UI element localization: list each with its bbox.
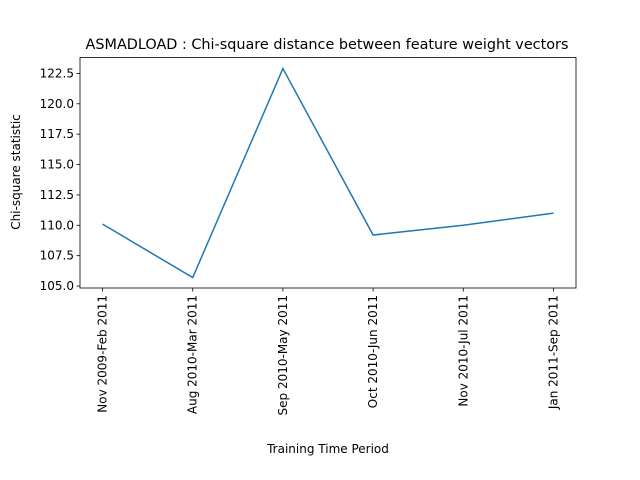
y-tick-label: 105.0 — [40, 279, 74, 293]
chart-title: ASMADLOAD : Chi-square distance between … — [86, 37, 569, 53]
x-tick-label: Jan 2011-Sep 2011 — [546, 295, 560, 410]
y-tick-label: 120.0 — [40, 97, 74, 111]
x-tick-label: Nov 2009-Feb 2011 — [96, 295, 110, 413]
x-tick-label: Aug 2010-Mar 2011 — [186, 295, 200, 414]
line-series — [102, 66, 554, 279]
y-axis-label: Chi-square statistic — [9, 114, 23, 230]
plot-frame — [79, 57, 577, 289]
x-tick-label: Oct 2010-Jun 2011 — [366, 295, 380, 408]
x-tick-label: Sep 2010-May 2011 — [276, 295, 290, 415]
y-tick-label: 110.0 — [40, 218, 74, 232]
y-tick-label: 115.0 — [40, 158, 74, 172]
y-tick-label: 122.5 — [40, 66, 74, 80]
x-tick-label: Nov 2010-Jul 2011 — [456, 295, 470, 407]
y-tick-label: 112.5 — [40, 188, 74, 202]
y-tick-label: 117.5 — [40, 127, 74, 141]
x-axis-label: Training Time Period — [266, 442, 389, 456]
y-tick-label: 107.5 — [40, 249, 74, 263]
